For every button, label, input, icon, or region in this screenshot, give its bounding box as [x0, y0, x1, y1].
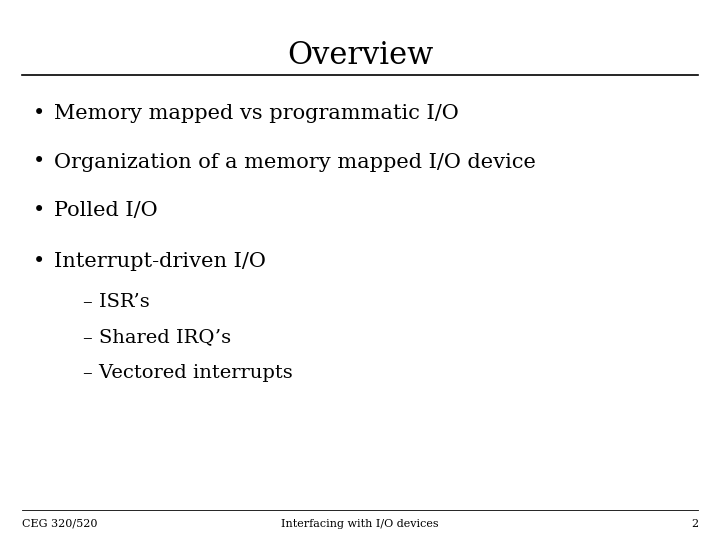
Text: – ISR’s: – ISR’s — [83, 293, 150, 312]
Text: •: • — [32, 201, 45, 220]
Text: •: • — [32, 152, 45, 172]
Text: •: • — [32, 104, 45, 123]
Text: •: • — [32, 252, 45, 272]
Text: CEG 320/520: CEG 320/520 — [22, 519, 97, 529]
Text: Interfacing with I/O devices: Interfacing with I/O devices — [282, 519, 438, 529]
Text: Interrupt-driven I/O: Interrupt-driven I/O — [54, 252, 266, 272]
Text: Polled I/O: Polled I/O — [54, 201, 158, 220]
Text: Overview: Overview — [287, 40, 433, 71]
Text: – Vectored interrupts: – Vectored interrupts — [83, 363, 292, 382]
Text: – Shared IRQ’s: – Shared IRQ’s — [83, 328, 231, 347]
Text: Memory mapped vs programmatic I/O: Memory mapped vs programmatic I/O — [54, 104, 459, 123]
Text: 2: 2 — [691, 519, 698, 529]
Text: Organization of a memory mapped I/O device: Organization of a memory mapped I/O devi… — [54, 152, 536, 172]
